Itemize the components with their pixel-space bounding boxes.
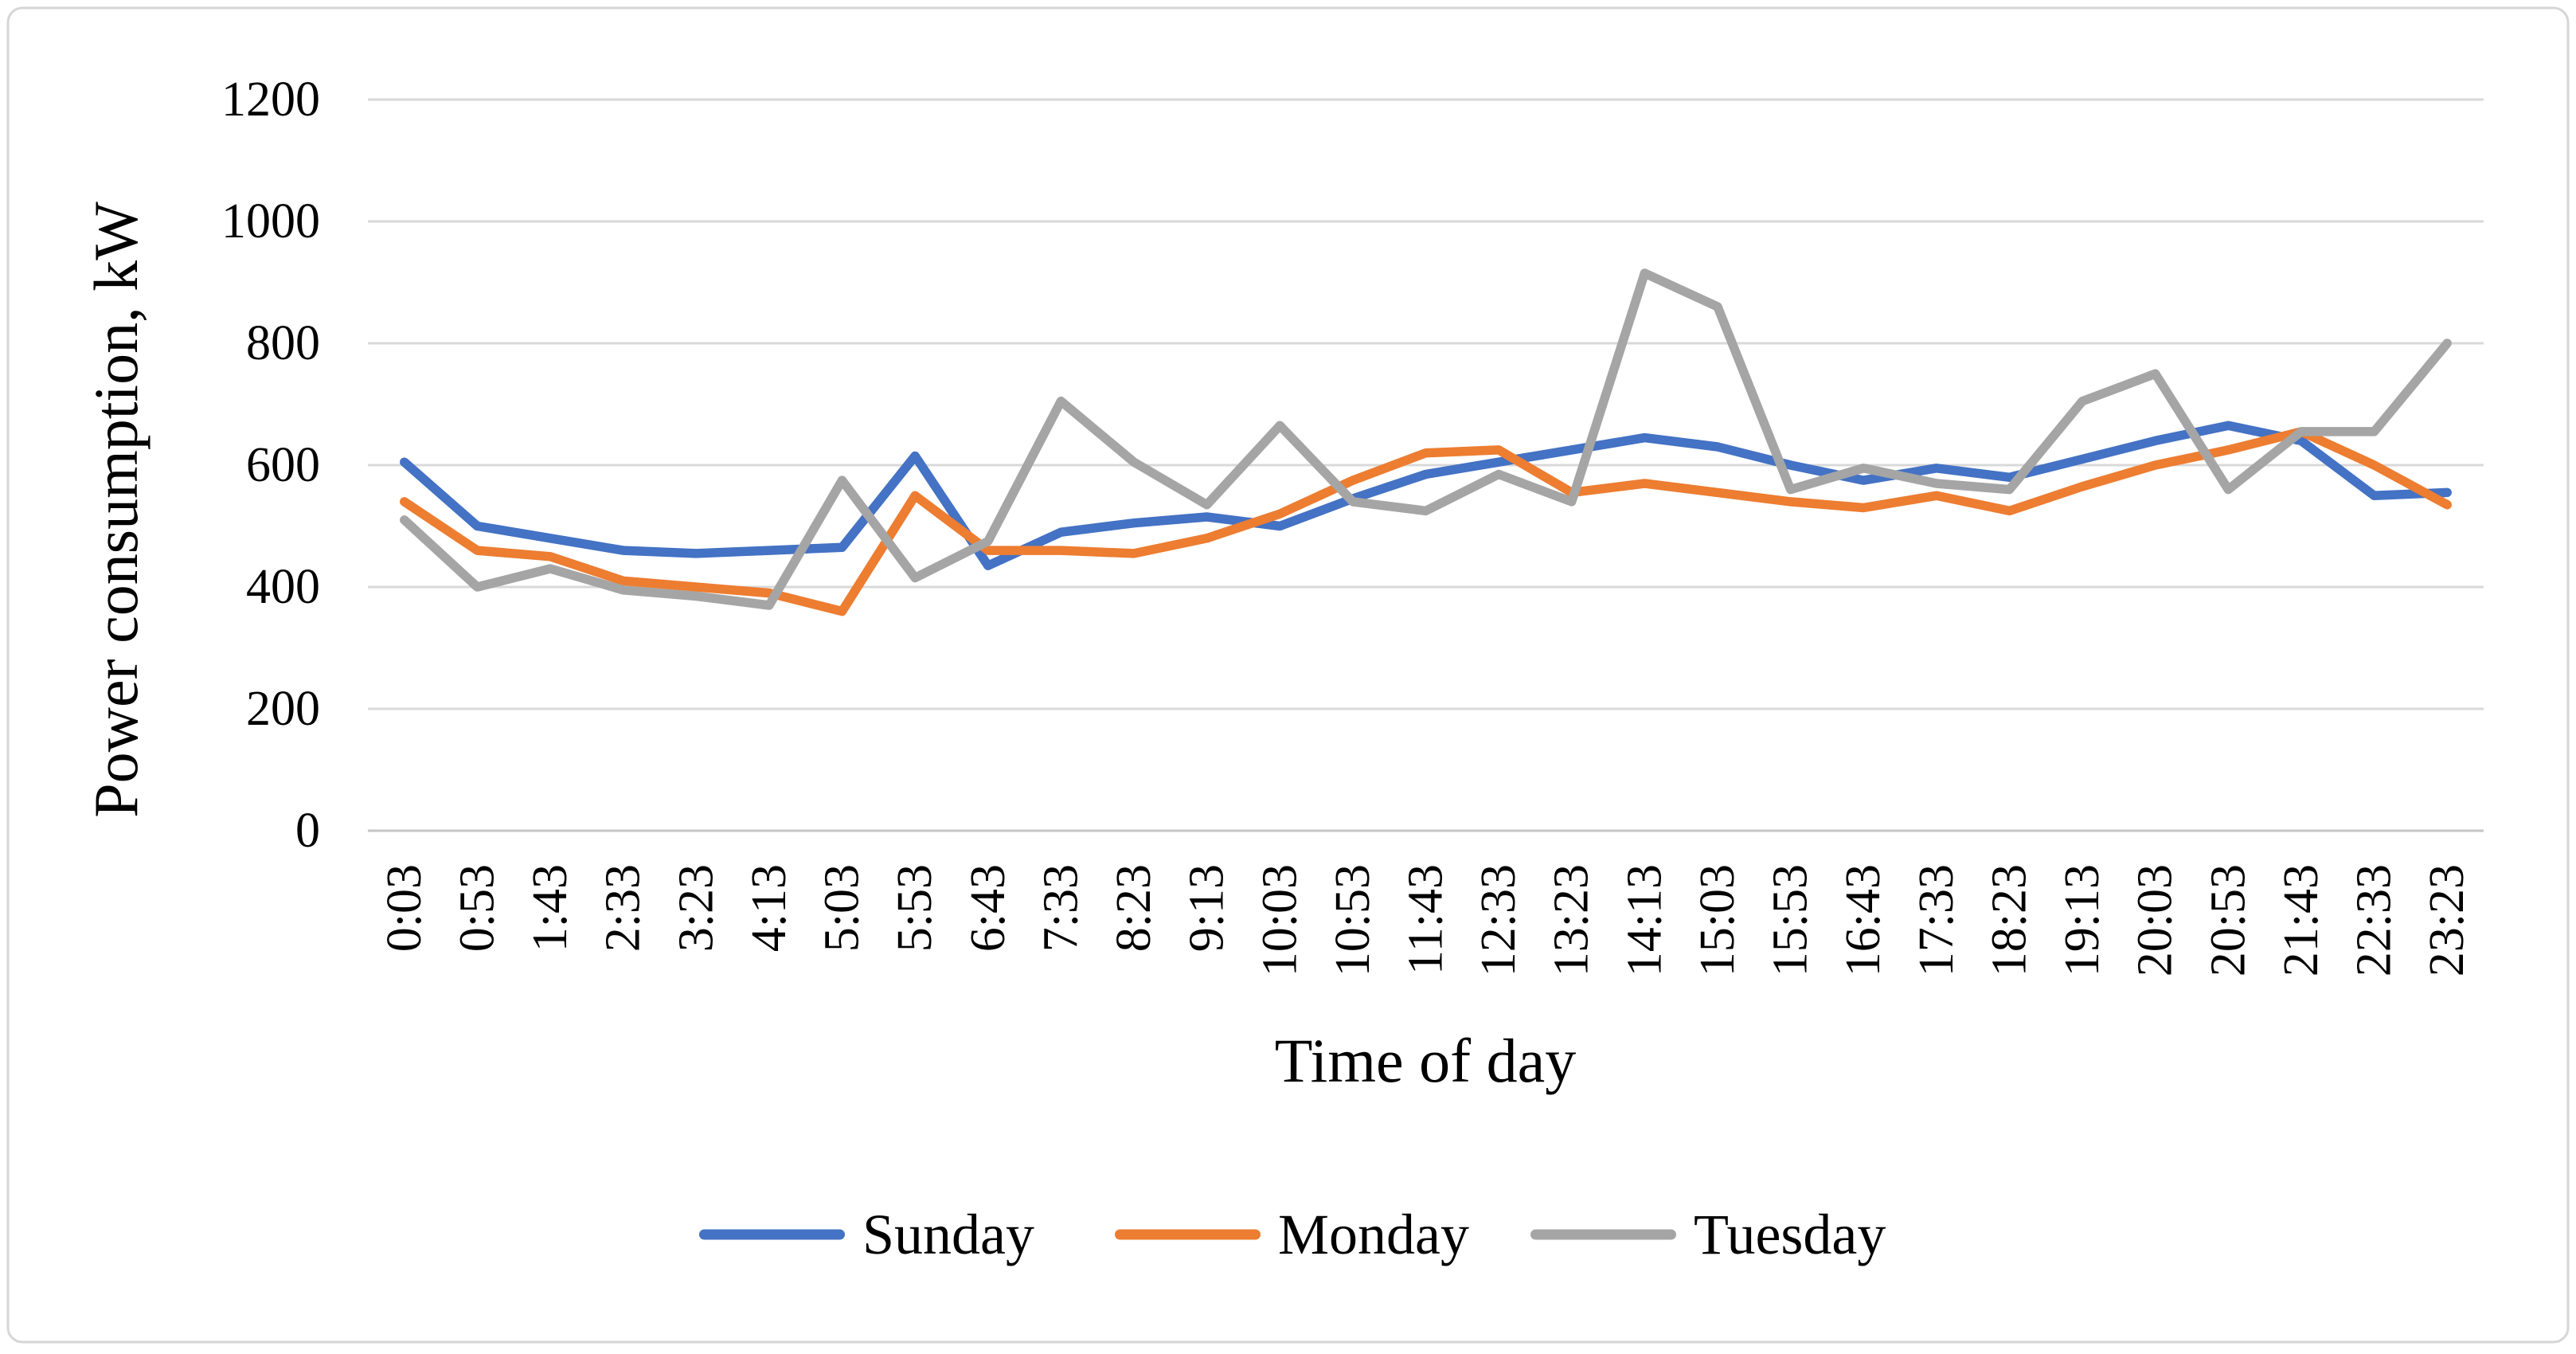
x-tick-label: 21:43 <box>2274 864 2328 976</box>
x-tick-label: 5:03 <box>815 864 870 952</box>
y-axis-title: Power consumption, kW <box>81 202 150 818</box>
x-axis-title: Time of day <box>1275 1026 1576 1095</box>
x-tick-label: 18:23 <box>1982 864 2036 976</box>
x-tick-label: 1:43 <box>523 864 577 952</box>
x-axis-tick-labels: 0:03 0:53 1:43 2:33 3:23 4:13 5:03 5:53 6:43 7:33… <box>377 864 2474 976</box>
x-tick-label: 0:03 <box>377 864 432 952</box>
x-tick-label: 3:23 <box>669 864 723 952</box>
x-tick-label: 17:33 <box>1910 864 1964 976</box>
x-tick-label: 23:23 <box>2420 864 2474 976</box>
x-tick-label: 19:13 <box>2055 864 2109 976</box>
x-tick-label: 0:53 <box>450 864 504 952</box>
x-tick-label: 16:43 <box>1836 864 1890 976</box>
legend-swatch-monday <box>1115 1229 1261 1240</box>
y-tick-label: 200 <box>246 682 320 736</box>
y-tick-label: 800 <box>246 316 320 370</box>
y-tick-label: 400 <box>246 560 320 614</box>
figure-border <box>6 6 2570 1344</box>
series-line-monday <box>400 427 2452 616</box>
legend-swatch-tuesday <box>1530 1229 1676 1240</box>
x-tick-label: 11:43 <box>1399 864 1453 975</box>
series-line-tuesday <box>400 268 2452 610</box>
x-tick-label: 6:43 <box>961 864 1015 952</box>
series-line-sunday <box>400 421 2452 570</box>
x-tick-label: 9:13 <box>1180 864 1234 952</box>
series-lines <box>400 268 2452 616</box>
x-tick-label: 4:13 <box>742 864 796 952</box>
x-tick-label: 8:23 <box>1107 864 1161 952</box>
legend-item-sunday: Sunday <box>699 1203 1034 1266</box>
x-tick-label: 10:03 <box>1253 864 1307 976</box>
y-tick-label: 1200 <box>221 72 320 127</box>
x-tick-label: 2:33 <box>596 864 651 952</box>
legend-label-sunday: Sunday <box>862 1203 1034 1266</box>
x-tick-label: 7:33 <box>1034 864 1088 952</box>
x-tick-label: 20:03 <box>2128 864 2183 976</box>
legend-label-tuesday: Tuesday <box>1694 1203 1886 1266</box>
x-tick-label: 13:23 <box>1545 864 1599 976</box>
x-tick-label: 12:33 <box>1472 864 1526 976</box>
legend: Sunday Monday Tuesday <box>699 1203 1886 1266</box>
legend-item-monday: Monday <box>1115 1203 1469 1266</box>
x-tick-label: 5:53 <box>888 864 942 952</box>
y-axis-tick-labels: 0 200 400 600 800 1000 1200 <box>221 72 320 858</box>
x-tick-label: 15:03 <box>1691 864 1745 976</box>
x-tick-label: 22:33 <box>2347 864 2402 976</box>
y-tick-label: 0 <box>295 804 320 858</box>
x-tick-label: 20:53 <box>2201 864 2255 976</box>
y-tick-label: 1000 <box>221 194 320 248</box>
legend-label-monday: Monday <box>1278 1203 1469 1266</box>
x-tick-label: 15:53 <box>1764 864 1818 976</box>
x-tick-label: 14:13 <box>1617 864 1671 976</box>
y-tick-label: 600 <box>246 438 320 492</box>
legend-swatch-sunday <box>699 1229 845 1240</box>
x-tick-label: 10:53 <box>1326 864 1380 976</box>
legend-item-tuesday: Tuesday <box>1530 1203 1886 1266</box>
